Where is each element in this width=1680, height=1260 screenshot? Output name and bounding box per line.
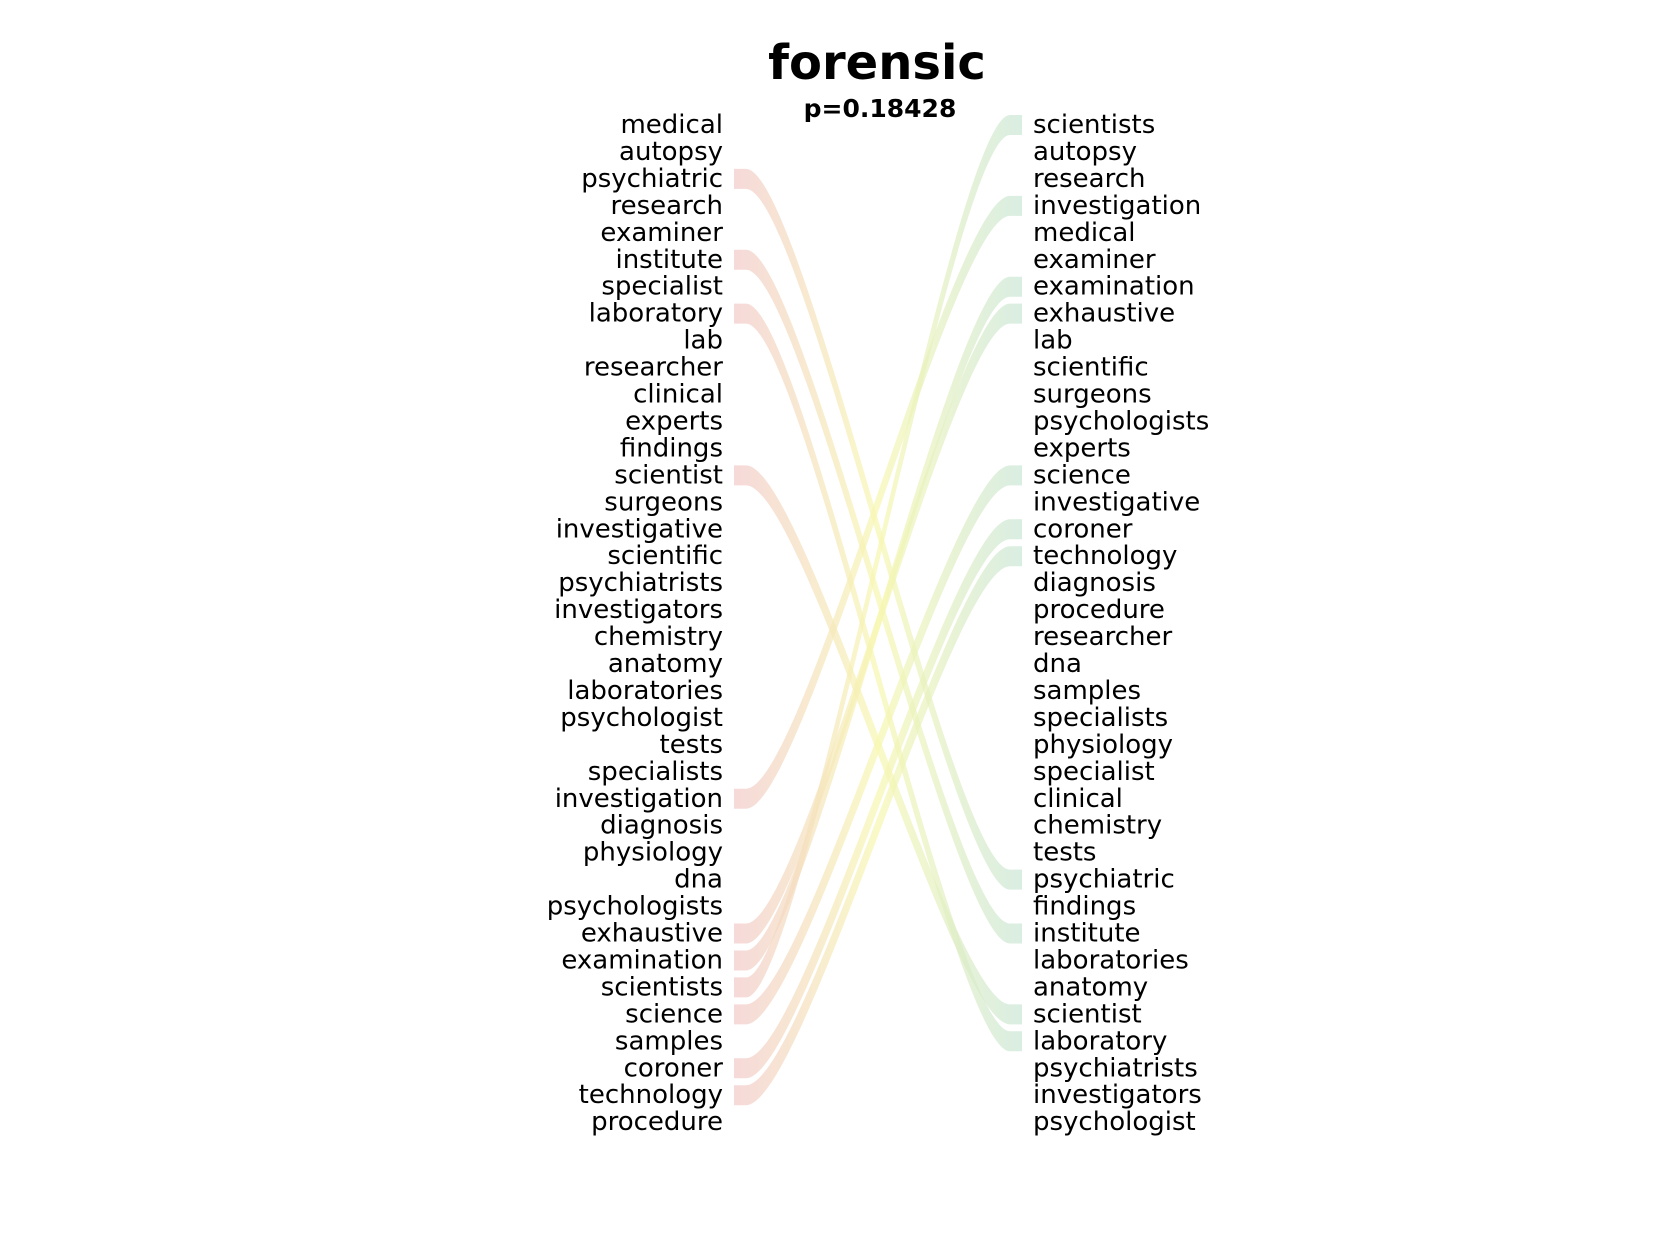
chart-subtitle: p=0.18428 xyxy=(804,94,957,123)
left-word: psychologists xyxy=(547,892,723,922)
right-word: coroner xyxy=(1033,514,1133,544)
right-word: chemistry xyxy=(1033,811,1162,841)
left-word: examiner xyxy=(600,218,723,248)
left-word: clinical xyxy=(633,380,723,410)
left-word: lab xyxy=(683,326,723,356)
left-word: scientific xyxy=(607,541,723,571)
left-word: diagnosis xyxy=(600,811,723,841)
left-word: experts xyxy=(625,406,723,436)
right-word: findings xyxy=(1033,892,1136,922)
link-band xyxy=(734,249,1022,944)
right-word: physiology xyxy=(1033,730,1173,760)
left-word: researcher xyxy=(584,353,723,383)
right-word: samples xyxy=(1033,676,1141,706)
left-word: procedure xyxy=(591,1107,723,1137)
right-word: surgeons xyxy=(1033,380,1152,410)
left-word: psychologist xyxy=(560,703,723,733)
right-word: specialist xyxy=(1033,757,1155,787)
left-word: technology xyxy=(579,1080,723,1110)
right-word: laboratories xyxy=(1033,945,1189,975)
right-word-list: scientistsautopsyresearchinvestigationme… xyxy=(1033,110,1209,1137)
left-word: exhaustive xyxy=(581,919,723,949)
right-word: dna xyxy=(1033,649,1082,679)
right-word: experts xyxy=(1033,433,1131,463)
right-word: investigative xyxy=(1033,487,1200,517)
link-band xyxy=(734,465,1022,1025)
left-word: specialists xyxy=(588,757,723,787)
right-word: scientist xyxy=(1033,999,1142,1029)
link-bands xyxy=(734,115,1022,1106)
left-word: autopsy xyxy=(619,137,723,167)
right-word: examiner xyxy=(1033,245,1156,275)
left-word: tests xyxy=(660,730,723,760)
link-band xyxy=(734,276,1022,971)
right-word: exhaustive xyxy=(1033,299,1175,329)
link-band xyxy=(734,195,1022,809)
right-word: anatomy xyxy=(1033,972,1148,1002)
left-word: psychiatrists xyxy=(558,568,723,598)
link-band xyxy=(734,303,1022,1052)
right-word: investigators xyxy=(1033,1080,1202,1110)
left-word: science xyxy=(625,999,723,1029)
left-word: samples xyxy=(615,1026,723,1056)
right-word: scientists xyxy=(1033,110,1155,140)
right-word: psychiatrists xyxy=(1033,1053,1198,1083)
link-band xyxy=(734,168,1022,890)
left-word-list: medicalautopsypsychiatricresearchexamine… xyxy=(547,110,724,1137)
left-word: scientist xyxy=(614,460,723,490)
left-word: physiology xyxy=(583,838,723,868)
left-word: findings xyxy=(620,433,723,463)
left-word: laboratories xyxy=(567,676,723,706)
left-word: surgeons xyxy=(604,487,723,517)
right-word: clinical xyxy=(1033,784,1123,814)
right-word: diagnosis xyxy=(1033,568,1156,598)
right-word: researcher xyxy=(1033,622,1172,652)
left-word: research xyxy=(611,191,723,221)
right-word: institute xyxy=(1033,919,1141,949)
left-word: coroner xyxy=(624,1053,724,1083)
right-word: psychologist xyxy=(1033,1107,1196,1137)
chart-title: forensic xyxy=(768,35,986,91)
link-band xyxy=(734,519,1022,1079)
right-word: psychologists xyxy=(1033,406,1209,436)
right-word: psychiatric xyxy=(1033,865,1175,895)
right-word: autopsy xyxy=(1033,137,1137,167)
link-band xyxy=(734,546,1022,1106)
right-word: technology xyxy=(1033,541,1177,571)
left-word: investigation xyxy=(555,784,723,814)
left-word: psychiatric xyxy=(581,164,723,194)
right-word: specialists xyxy=(1033,703,1168,733)
right-word: tests xyxy=(1033,838,1096,868)
left-word: investigative xyxy=(556,514,723,544)
left-word: investigators xyxy=(554,595,723,625)
link-band xyxy=(734,115,1022,998)
left-word: laboratory xyxy=(589,299,723,329)
right-word: medical xyxy=(1033,218,1136,248)
right-word: investigation xyxy=(1033,191,1201,221)
right-word: lab xyxy=(1033,326,1073,356)
right-word: procedure xyxy=(1033,595,1165,625)
left-word: institute xyxy=(615,245,723,275)
left-word: dna xyxy=(674,865,723,895)
left-word: anatomy xyxy=(608,649,723,679)
right-word: science xyxy=(1033,460,1131,490)
right-word: examination xyxy=(1033,272,1195,302)
left-word: scientists xyxy=(601,972,723,1002)
left-word: examination xyxy=(561,945,723,975)
right-word: research xyxy=(1033,164,1145,194)
left-word: specialist xyxy=(601,272,723,302)
left-word: chemistry xyxy=(594,622,723,652)
right-word: scientific xyxy=(1033,353,1149,383)
left-word: medical xyxy=(620,110,723,140)
right-word: laboratory xyxy=(1033,1026,1167,1056)
